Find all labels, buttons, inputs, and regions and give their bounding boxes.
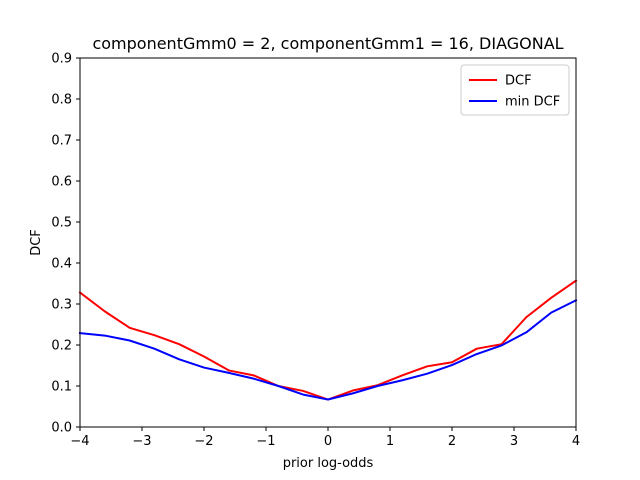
x-tick-label: 2 — [448, 434, 456, 449]
y-tick-label: 0.8 — [51, 93, 72, 108]
y-tick-label: 0.4 — [51, 257, 72, 272]
y-tick-label: 0.7 — [51, 134, 72, 149]
chart-title: componentGmm0 = 2, componentGmm1 = 16, D… — [92, 34, 563, 53]
y-tick-label: 0.2 — [51, 339, 72, 354]
y-tick-label: 0.9 — [51, 52, 72, 67]
y-axis-ticks: 0.0 0.1 0.2 0.3 0.4 0.5 0.6 0.7 0.8 0.9 — [51, 52, 80, 436]
x-tick-label: 4 — [572, 434, 580, 449]
y-axis-label: DCF — [29, 229, 44, 256]
plot-area — [80, 58, 576, 427]
x-tick-label: −4 — [70, 434, 89, 449]
x-tick-label: 0 — [324, 434, 332, 449]
y-tick-label: 0.3 — [51, 298, 72, 313]
x-tick-label: −2 — [194, 434, 213, 449]
x-tick-label: 3 — [510, 434, 518, 449]
x-tick-label: 1 — [386, 434, 394, 449]
x-tick-label: −3 — [132, 434, 151, 449]
y-tick-label: 0.6 — [51, 175, 72, 190]
legend-label-dcf: DCF — [505, 74, 532, 89]
x-tick-label: −1 — [256, 434, 275, 449]
x-axis-ticks: −4 −3 −2 −1 0 1 2 3 4 — [70, 427, 580, 449]
series-line-min-dcf — [78, 298, 578, 401]
legend-box — [460, 64, 570, 116]
y-tick-label: 0.0 — [51, 421, 72, 436]
y-tick-label: 0.1 — [51, 380, 72, 395]
legend-label-min-dcf: min DCF — [505, 95, 560, 110]
x-axis-label: prior log-odds — [283, 456, 374, 471]
legend: DCF min DCF — [460, 64, 570, 116]
y-tick-label: 0.5 — [51, 216, 72, 231]
series-layer — [78, 279, 578, 401]
